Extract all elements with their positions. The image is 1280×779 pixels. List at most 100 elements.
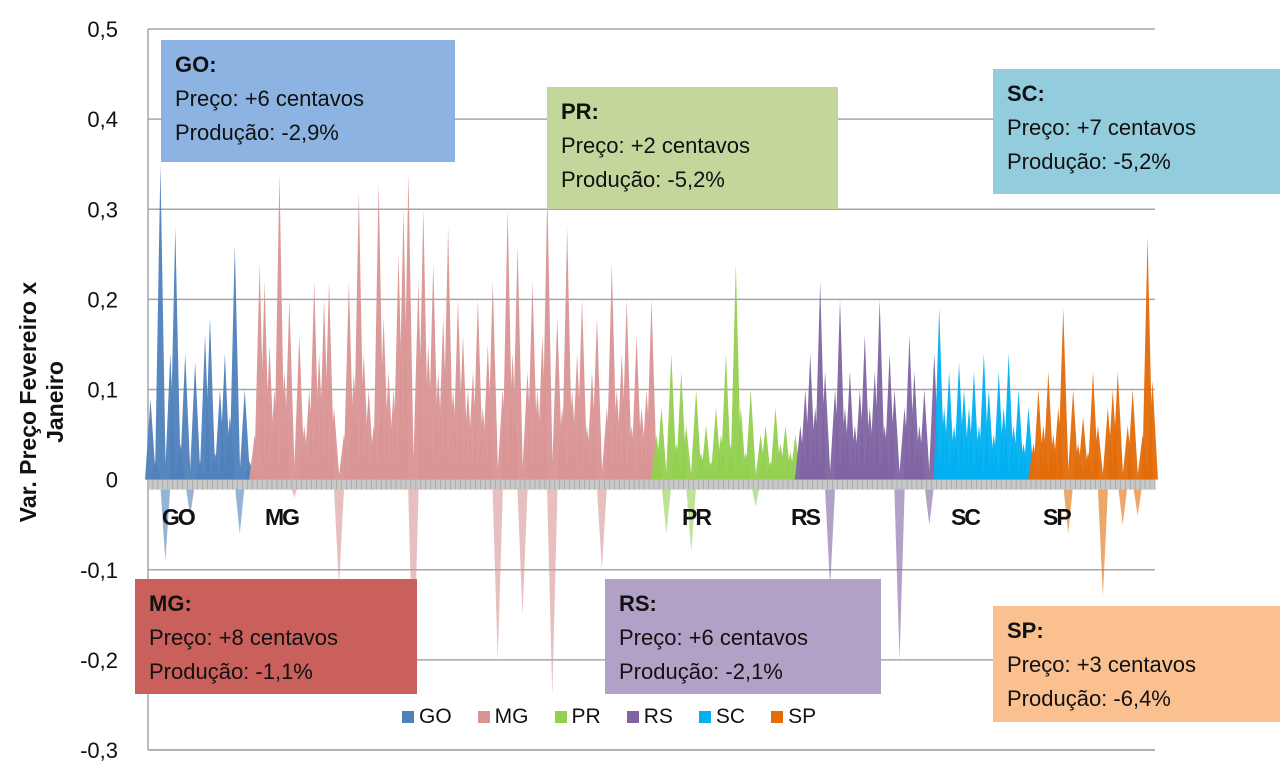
- y-tick-label: 0,3: [87, 197, 118, 222]
- y-axis-label: Var. Preço Fevereiro x Janeiro: [15, 281, 68, 523]
- legend-label: MG: [494, 705, 529, 728]
- legend-label: SP: [788, 705, 817, 728]
- category-axis-band: [148, 479, 1155, 490]
- data-spike: [293, 335, 305, 480]
- data-spike: [283, 299, 295, 480]
- legend-swatch: [771, 711, 784, 723]
- annotation-title: RS:: [619, 591, 657, 616]
- data-spike: [512, 245, 524, 480]
- legend-label: PR: [571, 705, 601, 728]
- data-spike: [472, 299, 484, 480]
- data-spike: [889, 389, 901, 480]
- data-spike: [933, 308, 945, 480]
- data-spike: [541, 191, 553, 480]
- data-spike: [517, 479, 528, 615]
- legend-item-rs: RS: [626, 705, 673, 729]
- legend-label: GO: [419, 705, 452, 728]
- y-tick-label: 0,4: [87, 107, 118, 132]
- data-spike: [1092, 425, 1104, 480]
- data-spike: [1097, 479, 1109, 597]
- data-spike: [1147, 380, 1158, 480]
- data-spike: [229, 245, 241, 480]
- data-spike: [834, 299, 846, 480]
- y-tick-label: 0,2: [87, 287, 118, 312]
- legend-swatch: [402, 711, 414, 723]
- data-spike: [660, 479, 672, 534]
- annotation-price: Preço: +8 centavos: [149, 625, 338, 650]
- data-spike: [745, 389, 757, 480]
- y-tick-label: -0,3: [80, 738, 118, 763]
- legend: GO MG PR RS SC SP: [402, 705, 816, 729]
- data-spike: [273, 173, 285, 480]
- annotation-production: Produção: -5,2%: [561, 167, 725, 192]
- data-spike: [680, 425, 692, 480]
- data-spike: [487, 281, 499, 480]
- data-spike: [239, 389, 251, 480]
- data-spike: [720, 353, 732, 480]
- category-label: SP: [1043, 504, 1071, 530]
- category-label: MG: [265, 504, 299, 530]
- data-spike: [700, 425, 712, 480]
- annotation-production: Produção: -2,9%: [175, 120, 339, 145]
- legend-label: SC: [715, 705, 746, 728]
- category-label: PR: [682, 504, 712, 530]
- data-spike: [576, 299, 588, 480]
- data-spike: [646, 299, 657, 480]
- data-spike: [874, 299, 886, 480]
- annotation-title: SC:: [1007, 81, 1045, 106]
- legend-swatch: [626, 711, 639, 723]
- legend-swatch: [477, 711, 490, 723]
- data-spike: [323, 281, 335, 480]
- data-spike: [561, 227, 573, 480]
- annotation-price: Preço: +3 centavos: [1007, 652, 1196, 677]
- annotation-go: GO: Preço: +6 centavos Produção: -2,9%: [161, 40, 455, 162]
- legend-item-pr: PR: [554, 705, 601, 729]
- data-spike: [923, 479, 935, 525]
- data-spike: [159, 479, 171, 561]
- annotation-pr: PR: Preço: +2 centavos Produção: -5,2%: [547, 87, 838, 209]
- category-label: GO: [162, 504, 195, 530]
- data-spike: [690, 389, 702, 480]
- legend-item-sp: SP: [771, 705, 816, 729]
- data-spike: [169, 227, 181, 480]
- data-spike: [591, 317, 603, 480]
- legend-label: RS: [643, 705, 673, 728]
- annotation-price: Preço: +6 centavos: [619, 625, 808, 650]
- series-sc: [933, 308, 1034, 480]
- data-spike: [918, 389, 930, 480]
- annotation-rs: RS: Preço: +6 centavos Produção: -2,1%: [605, 579, 881, 694]
- data-spike: [145, 398, 156, 480]
- data-spike: [402, 173, 414, 480]
- y-tick-label: 0,5: [87, 17, 118, 42]
- data-spike: [204, 317, 216, 480]
- data-spike: [492, 479, 504, 660]
- annotation-production: Produção: -5,2%: [1007, 149, 1171, 174]
- annotation-mg: MG: Preço: +8 centavos Produção: -1,1%: [135, 579, 417, 694]
- annotation-production: Produção: -6,4%: [1007, 686, 1171, 711]
- data-spike: [179, 353, 191, 480]
- data-spike: [665, 353, 677, 480]
- annotation-production: Produção: -1,1%: [149, 659, 313, 684]
- data-spike: [685, 479, 697, 552]
- series-sp: [1028, 236, 1158, 597]
- legend-swatch: [698, 711, 711, 723]
- data-spike: [730, 263, 742, 480]
- y-tick-label: -0,1: [80, 558, 118, 583]
- legend-item-mg: MG: [477, 705, 529, 729]
- annotation-title: SP:: [1007, 618, 1044, 643]
- annotation-price: Preço: +2 centavos: [561, 133, 750, 158]
- data-spike: [606, 263, 618, 480]
- category-label: RS: [791, 504, 821, 530]
- data-spike: [1067, 389, 1079, 480]
- annotation-price: Preço: +7 centavos: [1007, 115, 1196, 140]
- data-spike: [1142, 236, 1154, 480]
- data-spike: [621, 299, 633, 480]
- annotation-sp: SP: Preço: +3 centavos Produção: -6,4%: [993, 606, 1280, 722]
- annotation-title: GO:: [175, 52, 217, 77]
- y-tick-label: 0,1: [87, 378, 118, 403]
- data-spike: [894, 479, 905, 660]
- series-go: [145, 164, 256, 561]
- series-mg: [249, 173, 657, 696]
- data-spike: [1062, 479, 1074, 534]
- data-spike: [333, 479, 345, 588]
